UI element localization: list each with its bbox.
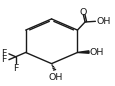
Text: OH: OH	[95, 17, 110, 26]
Text: OH: OH	[89, 48, 103, 57]
Text: F: F	[13, 64, 18, 73]
Text: F: F	[1, 49, 7, 58]
Text: OH: OH	[48, 73, 62, 82]
Polygon shape	[77, 51, 88, 53]
Text: O: O	[79, 8, 86, 17]
Text: F: F	[1, 55, 7, 64]
